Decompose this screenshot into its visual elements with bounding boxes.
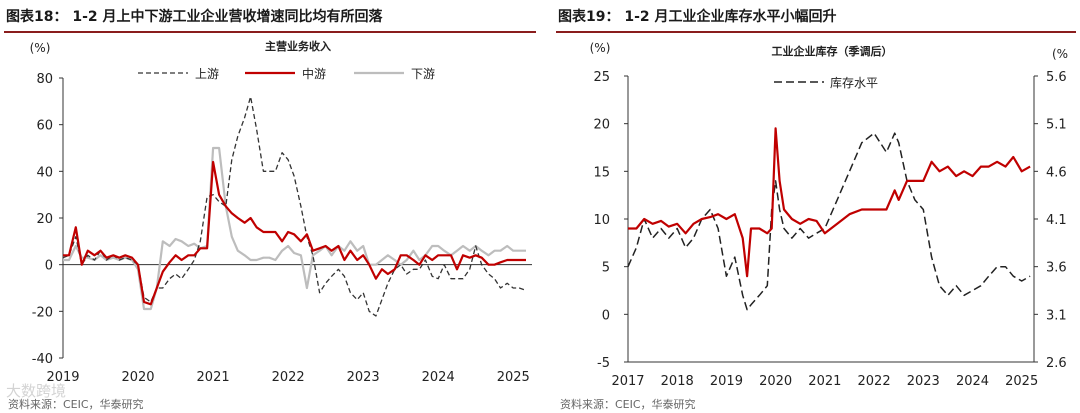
y-tick-label: 0 xyxy=(602,308,610,323)
x-tick-label: 2019 xyxy=(710,374,743,389)
chart-title: 主营业务收入 xyxy=(265,39,331,53)
x-tick-label: 2021 xyxy=(808,374,841,389)
chart-left: (%) 主营业务收入 -40 -20 0 20 40 60 80 2019 2020 2021 2022… xyxy=(30,39,532,385)
legend-label: 上游 xyxy=(195,67,219,81)
x-tick-label: 2021 xyxy=(197,370,230,385)
panel-heading: 图表18： 1-2 月上中下游工业企业营收增速同比均有所回落 xyxy=(6,9,383,25)
y-tick-label: 10 xyxy=(593,213,610,228)
y2-tick-label: 4.1 xyxy=(1046,213,1067,228)
source-note: 资料来源：CEIC，华泰研究 xyxy=(8,398,144,411)
y-axis-unit: (%) xyxy=(590,41,611,55)
y2-tick-label: 2.6 xyxy=(1046,356,1067,371)
y-tick-label: 60 xyxy=(36,119,53,134)
y-tick-label: -40 xyxy=(32,352,53,367)
y-tick-label: 25 xyxy=(593,70,610,85)
legend-label: 中游 xyxy=(302,66,326,81)
heading-rule xyxy=(556,31,1076,33)
x-tick-label: 2022 xyxy=(272,370,305,385)
chart-panel-left: 图表18： 1-2 月上中下游工业企业营收增速同比均有所回落 (%) 主营业务收入… xyxy=(4,9,536,411)
x-tick-label: 2017 xyxy=(611,374,644,389)
x-tick-label: 2020 xyxy=(121,370,154,385)
y-axis-unit: (%) xyxy=(30,41,51,55)
watermark-logo: 大数跨境 xyxy=(6,382,67,400)
y-tick-label: 40 xyxy=(36,165,53,180)
x-tick-label: 2018 xyxy=(661,374,694,389)
y-tick-label: 80 xyxy=(36,72,53,87)
source-note: 资料来源：CEIC，华泰研究 xyxy=(560,398,696,411)
y-tick-label: 20 xyxy=(36,212,53,227)
y2-tick-label: 5.1 xyxy=(1046,118,1067,133)
x-tick-label: 2024 xyxy=(956,374,989,389)
chart-title: 工业企业库存（季调后） xyxy=(772,44,893,58)
series-line-inventory-growth xyxy=(628,127,1031,278)
y-tick-label: 5 xyxy=(602,261,610,276)
y-tick-label: -5 xyxy=(597,356,610,371)
series-line-中游 xyxy=(63,160,526,306)
x-tick-label: 2024 xyxy=(422,370,455,385)
heading-rule xyxy=(4,31,536,33)
x-tick-label: 2023 xyxy=(907,374,940,389)
y2-tick-label: 3.6 xyxy=(1046,261,1067,276)
x-tick-label: 2025 xyxy=(1005,374,1038,389)
x-tick-label: 2025 xyxy=(497,370,530,385)
chart-panel-right: 图表19： 1-2 月工业企业库存水平小幅回升 (%) (% 工业企业库存（季调后）… xyxy=(552,0,1080,413)
x-tick-label: 2019 xyxy=(46,370,79,385)
x-tick-label: 2020 xyxy=(759,374,792,389)
y-tick-label: 20 xyxy=(593,118,610,133)
x-tick-label: 2023 xyxy=(347,370,380,385)
x-tick-label: 2022 xyxy=(858,374,891,389)
y2-tick-label: 4.6 xyxy=(1046,165,1067,180)
y-tick-label: 15 xyxy=(593,165,610,180)
panel-heading: 图表19： 1-2 月工业企业库存水平小幅回升 xyxy=(558,9,837,25)
y2-tick-label: 5.6 xyxy=(1046,70,1067,85)
legend-label: 下游 xyxy=(411,67,435,81)
y2-axis-unit: (% xyxy=(1052,47,1068,61)
y-tick-label: -20 xyxy=(32,305,53,320)
legend-label: 库存水平 xyxy=(830,75,878,90)
series-line-下游 xyxy=(63,146,526,311)
series-line-上游 xyxy=(62,96,527,317)
chart-right: (%) (%工业企业库存（季调后）-505101520252.63.13.64.1… xyxy=(590,41,1068,389)
y2-tick-label: 3.1 xyxy=(1046,308,1067,323)
series-line-inventory-level xyxy=(627,132,1031,311)
y-tick-label: 0 xyxy=(45,259,53,274)
